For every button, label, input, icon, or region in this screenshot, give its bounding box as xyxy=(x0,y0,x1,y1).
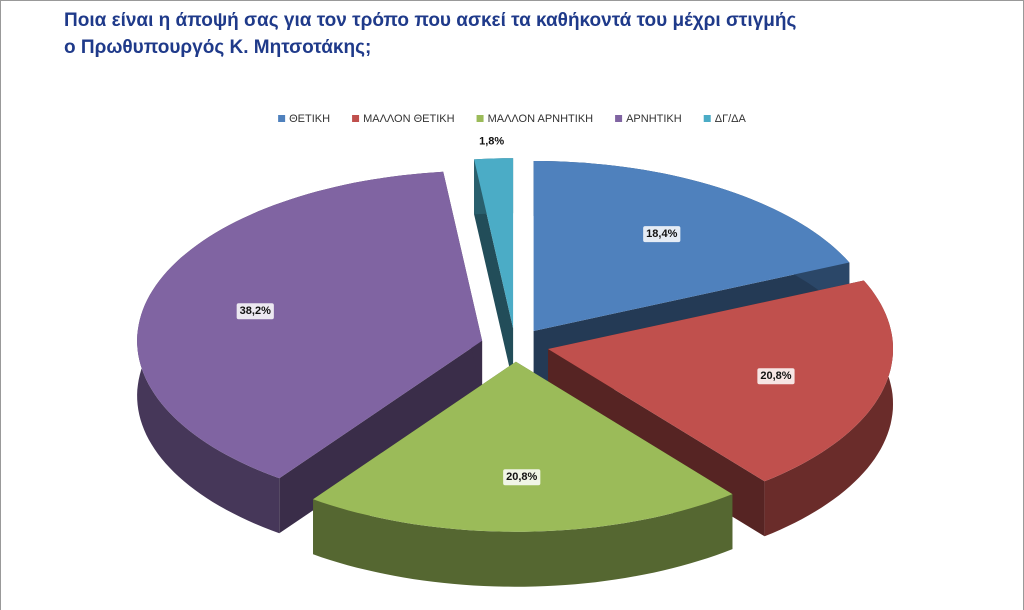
slice xyxy=(474,158,514,329)
data-label: 18,4% xyxy=(646,228,677,240)
legend-swatch xyxy=(703,115,711,122)
legend-label: ΘΕΤΙΚΗ xyxy=(289,113,330,125)
slice-side xyxy=(279,340,483,534)
data-label: 38,2% xyxy=(240,305,271,317)
legend-label: ΔΓ/ΔΑ xyxy=(715,113,747,125)
legend-swatch xyxy=(615,115,623,122)
chart-title: ο Πρωθυπουργός Κ. Μητσοτάκης; xyxy=(64,37,371,58)
legend-label: ΑΡΝΗΤΙΚΗ xyxy=(626,113,682,125)
chart-title: Ποια είναι η άποψή σας για τον τρόπο που… xyxy=(64,10,796,31)
slice xyxy=(137,171,483,479)
legend-swatch xyxy=(476,115,484,122)
data-label-bg xyxy=(643,226,681,243)
legend-swatch xyxy=(352,115,360,122)
data-label: 20,8% xyxy=(760,370,791,382)
legend-swatch xyxy=(278,115,286,122)
data-label-bg xyxy=(476,133,508,150)
legend-label: ΜΑΛΛΟΝ ΘΕΤΙΚΗ xyxy=(363,113,455,125)
pie xyxy=(137,158,893,587)
data-label-bg xyxy=(503,469,541,486)
slice-side xyxy=(313,494,733,587)
slice-side xyxy=(474,159,514,384)
data-label: 1,8% xyxy=(479,135,504,147)
data-label-bg xyxy=(236,303,274,320)
legend: ΘΕΤΙΚΗ ΜΑΛΛΟΝ ΘΕΤΙΚΗ ΜΑΛΛΟΝ ΑΡΝΗΤΙΚΗ ΑΡΝΗΤΙ… xyxy=(278,113,747,125)
slice xyxy=(548,280,893,482)
data-label: 20,8% xyxy=(506,471,537,483)
slice xyxy=(533,161,850,331)
data-label-bg xyxy=(757,368,795,385)
slice xyxy=(313,361,733,532)
slice-side xyxy=(764,280,893,537)
legend-label: ΜΑΛΛΟΝ ΑΡΝΗΤΙΚΗ xyxy=(488,113,594,125)
